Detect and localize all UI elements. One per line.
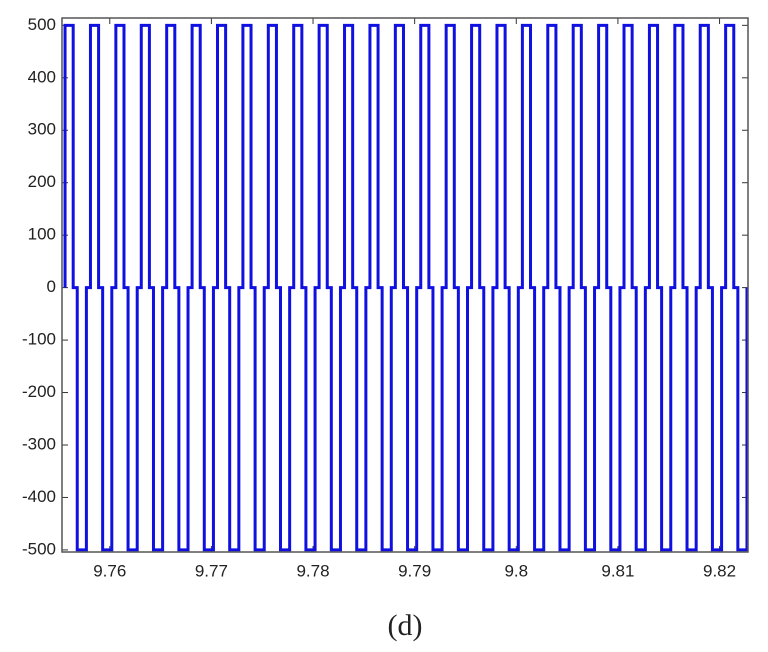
x-tick-label: 9.81	[601, 561, 634, 580]
y-tick-label: 200	[28, 172, 56, 191]
x-tick-label: 9.78	[296, 561, 329, 580]
y-tick-label: 100	[28, 225, 56, 244]
y-tick-label: 300	[28, 120, 56, 139]
y-tick-label: 0	[47, 277, 56, 296]
x-tick-label: 9.8	[504, 561, 528, 580]
y-tick-label: -200	[22, 382, 56, 401]
x-tick-label: 9.79	[398, 561, 431, 580]
y-tick-label: -400	[22, 487, 56, 506]
y-tick-label: -300	[22, 434, 56, 453]
y-tick-label: 500	[28, 15, 56, 34]
x-tick-label: 9.77	[195, 561, 228, 580]
y-tick-label: 400	[28, 67, 56, 86]
plot-frame	[61, 17, 749, 553]
y-tick-label: -500	[22, 539, 56, 558]
x-tick-label: 9.76	[93, 561, 126, 580]
y-tick-label: -100	[22, 330, 56, 349]
series-line	[63, 23, 749, 552]
caption: (d)	[388, 609, 423, 642]
x-tick-label: 9.82	[703, 561, 736, 580]
